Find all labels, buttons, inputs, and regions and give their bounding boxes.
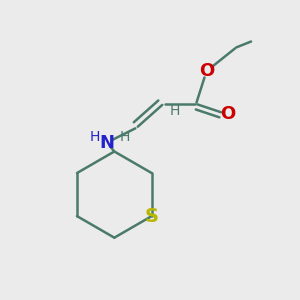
Text: O: O (199, 62, 214, 80)
Text: H: H (90, 130, 100, 144)
Text: S: S (145, 207, 159, 226)
Text: H: H (119, 130, 130, 144)
Text: O: O (220, 105, 235, 123)
Text: N: N (99, 134, 114, 152)
Text: H: H (170, 104, 181, 118)
